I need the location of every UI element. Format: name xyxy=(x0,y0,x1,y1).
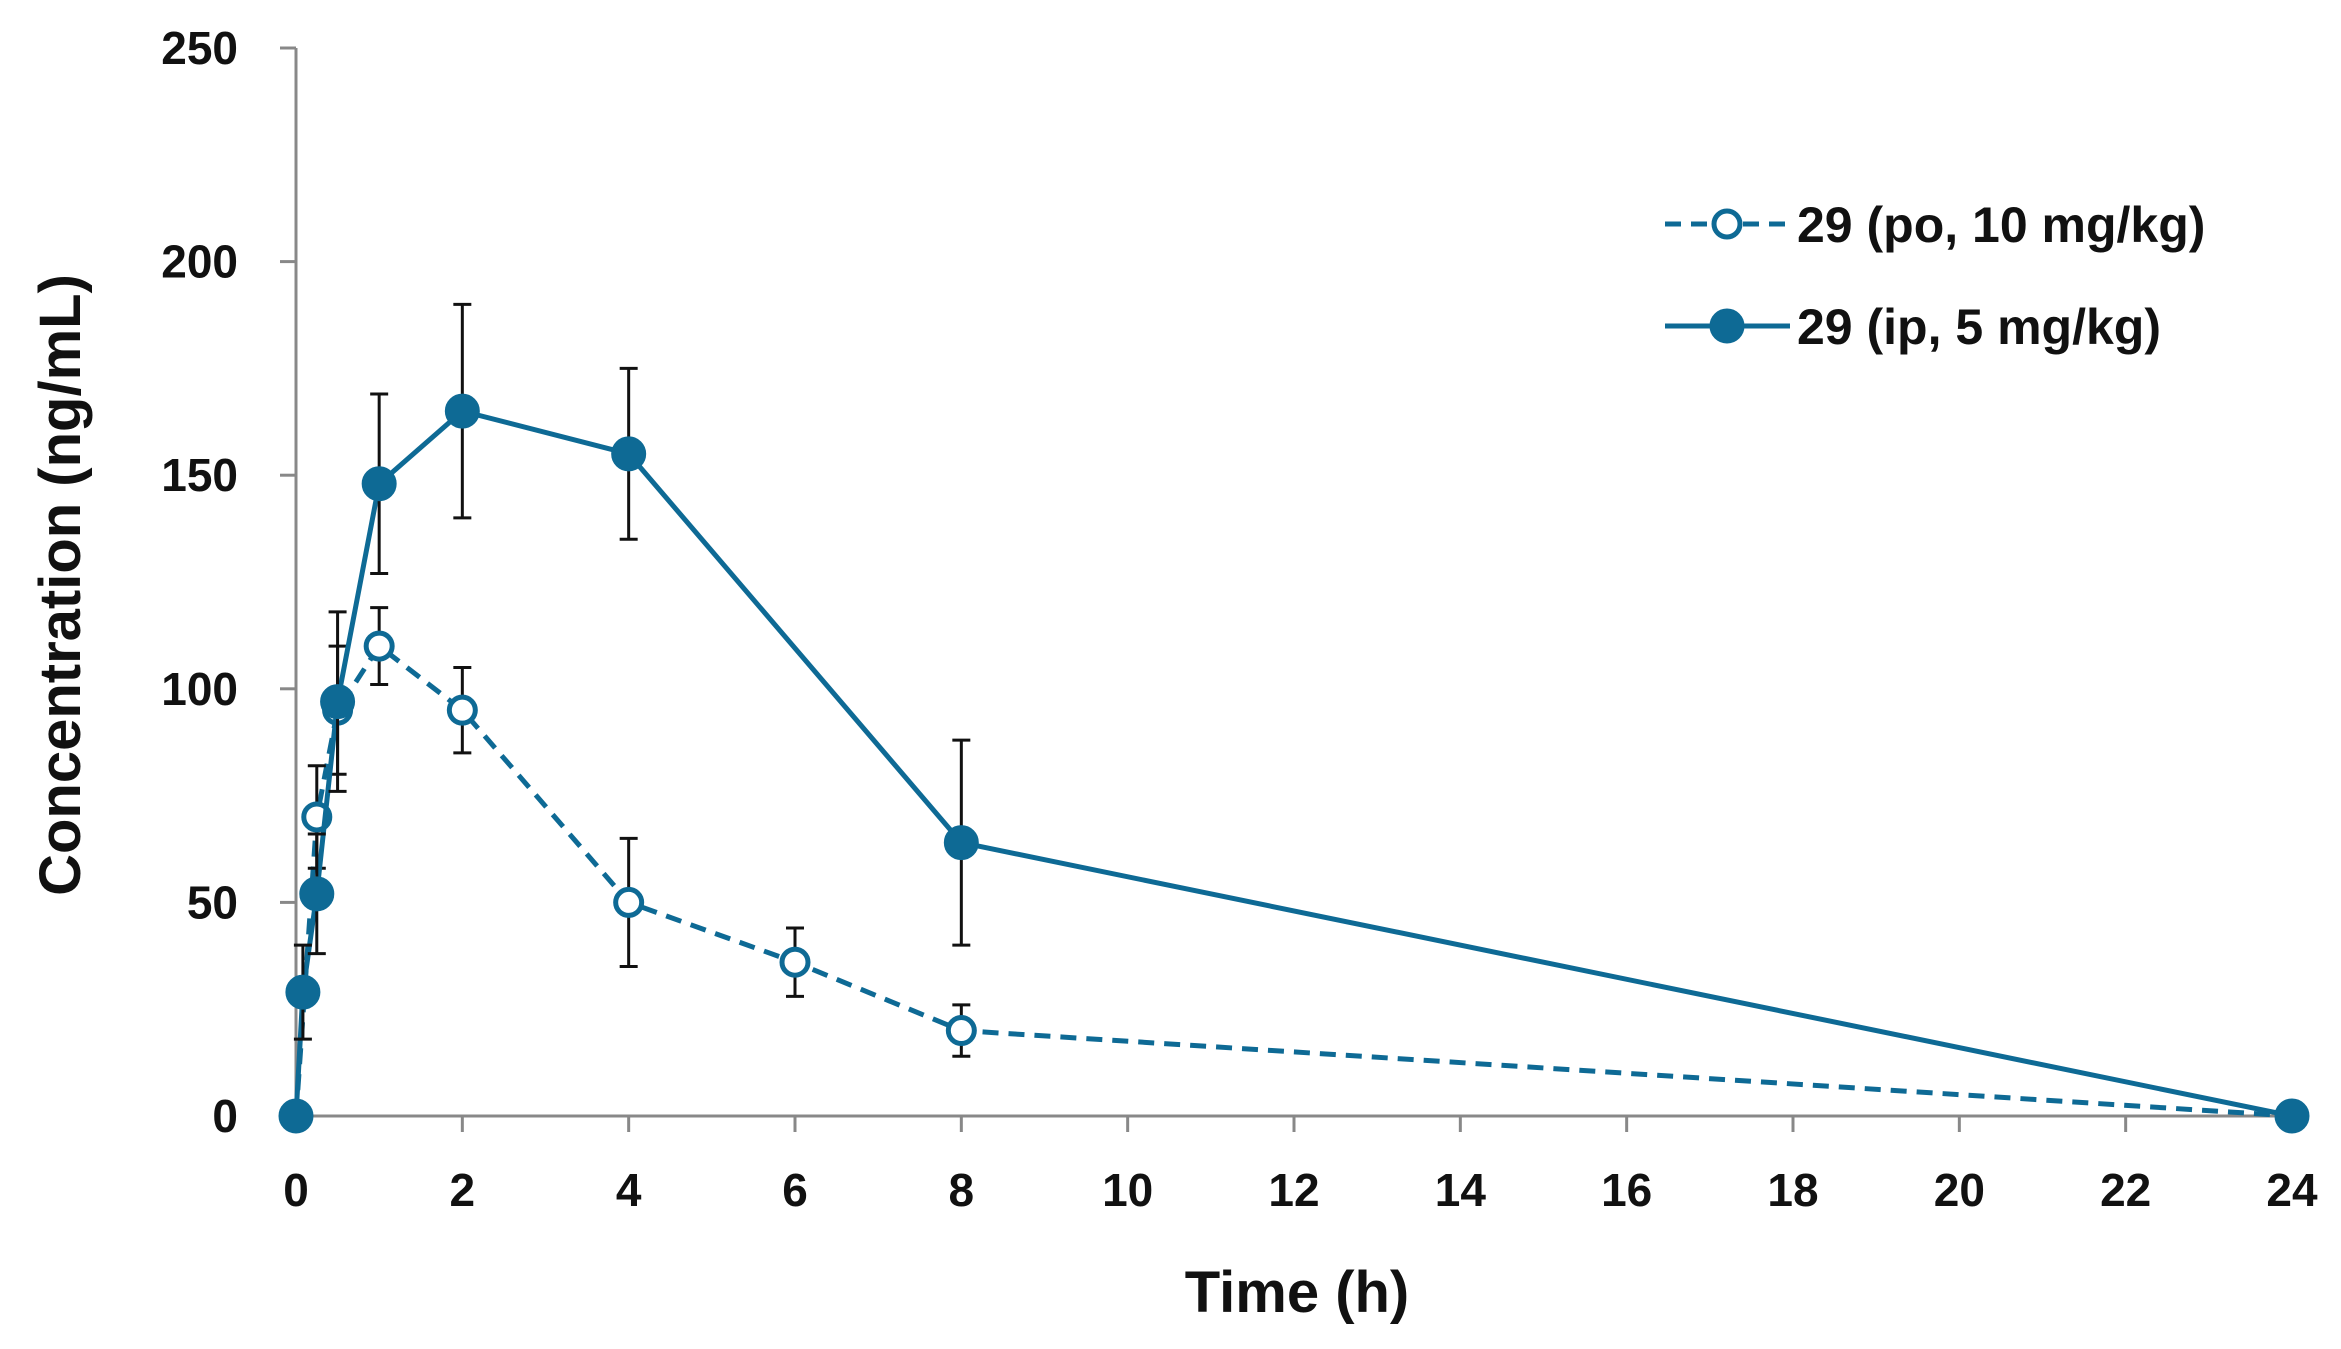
x-tick-label: 8 xyxy=(949,1164,975,1216)
x-tick-label: 14 xyxy=(1435,1164,1487,1216)
data-point-ip xyxy=(611,436,647,472)
data-point-ip xyxy=(320,684,356,720)
x-tick-label: 2 xyxy=(450,1164,476,1216)
data-point-ip xyxy=(943,825,979,861)
series-ip xyxy=(278,302,2310,1134)
data-point-ip xyxy=(444,393,480,429)
y-tick-label: 50 xyxy=(187,876,238,928)
x-tick-label: 10 xyxy=(1102,1164,1153,1216)
y-tick-label: 150 xyxy=(161,449,238,501)
x-tick-label: 0 xyxy=(283,1164,309,1216)
x-ticks: 0 2 4 6 8 10 12 14 16 18 20 22 24 xyxy=(283,1116,2318,1216)
data-point-po xyxy=(446,694,478,726)
legend: 29 (po, 10 mg/kg) 29 (ip, 5 mg/kg) xyxy=(1665,197,2205,355)
legend-marker-ip xyxy=(1709,308,1745,344)
x-tick-label: 18 xyxy=(1767,1164,1818,1216)
x-tick-label: 12 xyxy=(1268,1164,1319,1216)
x-tick-label: 6 xyxy=(782,1164,808,1216)
data-point-ip xyxy=(361,466,397,502)
legend-marker-po xyxy=(1711,208,1743,240)
data-point-ip xyxy=(2274,1098,2310,1134)
data-point-ip xyxy=(278,1098,314,1134)
x-tick-label: 20 xyxy=(1934,1164,1985,1216)
series-layer xyxy=(278,302,2310,1134)
y-tick-label: 250 xyxy=(161,22,238,74)
y-ticks: 0 50 100 150 200 250 xyxy=(161,22,296,1142)
data-point-po xyxy=(363,630,395,662)
legend-label-ip: 29 (ip, 5 mg/kg) xyxy=(1797,299,2161,355)
y-tick-label: 200 xyxy=(161,236,238,288)
series-line-ip xyxy=(293,408,2293,1119)
data-point-po xyxy=(613,886,645,918)
x-tick-label: 22 xyxy=(2100,1164,2151,1216)
x-axis-title: Time (h) xyxy=(1185,1260,1410,1325)
y-tick-label: 0 xyxy=(212,1090,238,1142)
data-point-po xyxy=(945,1015,977,1047)
series-po xyxy=(280,606,2308,1132)
data-point-po xyxy=(779,946,811,978)
data-point-ip xyxy=(299,876,335,912)
x-tick-label: 16 xyxy=(1601,1164,1652,1216)
x-tick-label: 24 xyxy=(2266,1164,2318,1216)
y-axis-title: Concentration (ng/mL) xyxy=(28,274,93,896)
x-tick-label: 4 xyxy=(616,1164,642,1216)
y-tick-label: 100 xyxy=(161,663,238,715)
legend-label-po: 29 (po, 10 mg/kg) xyxy=(1797,197,2205,253)
data-point-ip xyxy=(285,974,321,1010)
series-line-po xyxy=(293,643,2293,1119)
